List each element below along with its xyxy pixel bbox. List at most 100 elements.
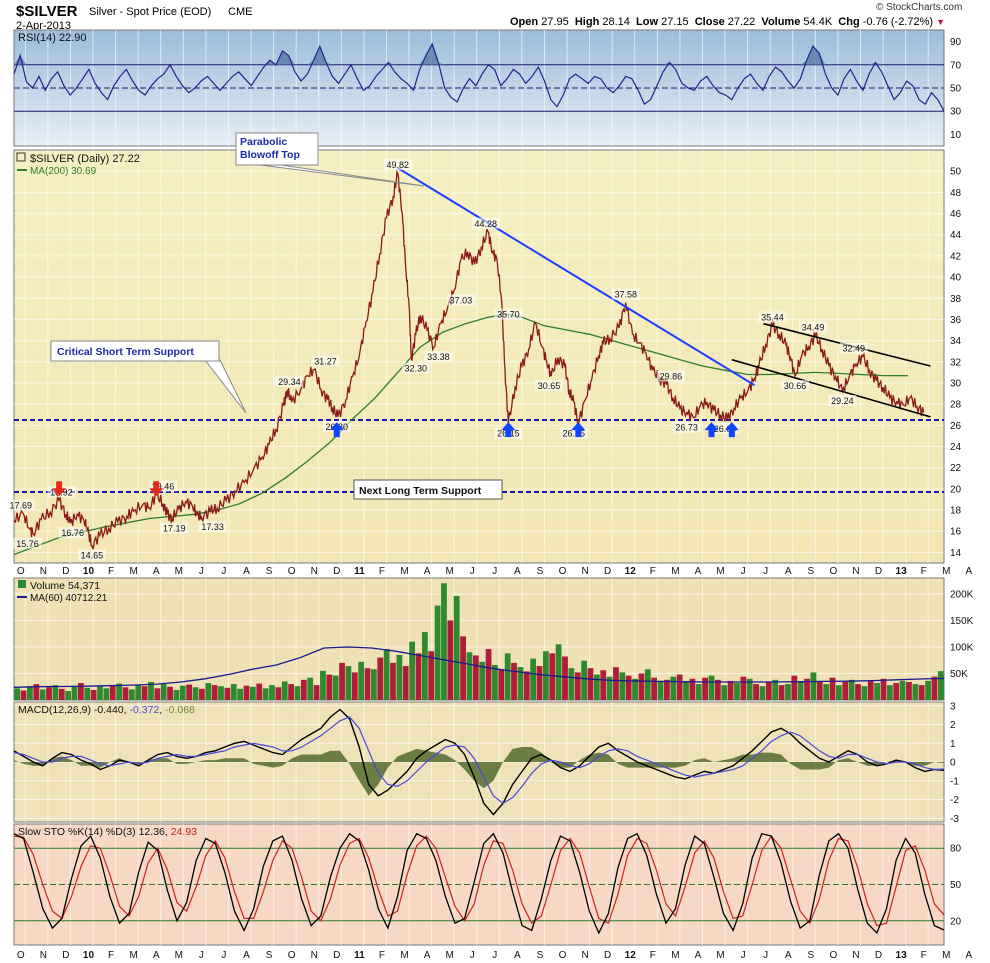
- volume-bar: [721, 685, 728, 700]
- stochastic-d-line: [13, 835, 945, 927]
- up-arrow-icon: [704, 422, 719, 438]
- volume-bar: [670, 676, 677, 700]
- volume-bar: [632, 678, 638, 700]
- y-tick-label: 10: [950, 130, 962, 141]
- y-tick-label: 16: [950, 527, 962, 538]
- y-tick-label: 200K: [950, 589, 974, 600]
- volume-bar: [485, 649, 492, 700]
- x-axis-tick: M: [129, 950, 137, 961]
- volume-legend: Volume 54,371: [30, 580, 100, 592]
- price-x-tick: S: [537, 566, 544, 577]
- volume-bar: [886, 685, 893, 700]
- data-label-bg: [828, 395, 857, 407]
- data-label-bg: [424, 351, 453, 363]
- volume-bar: [536, 666, 543, 700]
- price-x-tick: M: [175, 566, 183, 577]
- blowoff-annotation-text: Parabolic: [240, 136, 287, 148]
- rsi-panel: 10 30 50 70 90 RSI(14) 22.90: [13, 29, 974, 147]
- volume-bar: [351, 672, 358, 700]
- rsi-legend: RSI(14) 22.90: [18, 32, 86, 44]
- data-label-bg: [77, 549, 106, 561]
- price-x-tick: J: [763, 566, 768, 577]
- volume-bar: [587, 668, 594, 700]
- data-label-bg: [839, 342, 868, 354]
- volume-bar: [759, 686, 766, 700]
- volume-bar: [116, 683, 122, 700]
- volume-bar: [479, 661, 486, 700]
- x-axis-tick: 10: [83, 950, 95, 961]
- volume-bar: [402, 666, 409, 700]
- price-x-tick: N: [852, 566, 859, 577]
- histogram-value: -0.068: [165, 704, 195, 716]
- data-label: 26.73: [675, 423, 698, 433]
- y-tick-label: 28: [950, 400, 962, 411]
- volume-bar: [765, 681, 772, 700]
- data-label-bg: [471, 217, 500, 229]
- price-x-tick: 10: [83, 566, 95, 577]
- brand-label[interactable]: © StockCharts.com: [876, 2, 963, 13]
- down-arrow-icon: [52, 481, 67, 497]
- y-tick-label: 34: [950, 336, 962, 347]
- price-x-tick: F: [108, 566, 114, 577]
- volume-bar: [14, 688, 21, 700]
- change-label: Chg: [838, 16, 860, 28]
- volume-bar: [339, 662, 345, 700]
- volume-bar: [880, 678, 887, 700]
- chart-date: 2-Apr-2013: [16, 20, 72, 32]
- x-axis-tick: D: [333, 950, 340, 961]
- volume-bar: [364, 668, 371, 700]
- volume-bar: [148, 681, 154, 700]
- y-tick-label: 90: [950, 37, 962, 48]
- volume-bar: [326, 674, 333, 700]
- low-value: 27.15: [661, 16, 689, 28]
- data-label: 49.82: [386, 160, 409, 170]
- price-x-tick: A: [695, 566, 702, 577]
- volume-bar: [256, 683, 263, 700]
- price-x-tick: J: [470, 566, 475, 577]
- volume-bar: [606, 676, 613, 700]
- y-tick-label: 30: [950, 378, 962, 389]
- price-x-tick: 11: [354, 566, 365, 577]
- data-label: 17.19: [163, 524, 186, 534]
- x-axis-tick: D: [875, 950, 882, 961]
- blowoff-annotation-box: [235, 132, 319, 166]
- y-tick-label: 1: [950, 739, 956, 750]
- legend-separator: ,: [124, 704, 130, 716]
- x-axis-tick: O: [288, 950, 296, 961]
- x-axis: O N D 10 F M A M J J A S O N D 11 F M A M J J A S O N D 12 F M A M J J A S O…: [17, 950, 973, 961]
- up-arrow-icon: [501, 422, 516, 438]
- price-line: [13, 169, 925, 550]
- critical-support-box: [50, 340, 220, 362]
- change-value: -0.76 (-2.72%): [862, 16, 934, 28]
- close-label: Close: [694, 16, 725, 28]
- volume-bar: [619, 672, 626, 700]
- volume-bar: [517, 667, 524, 700]
- y-tick-label: 2: [950, 720, 956, 731]
- rsi-line: [13, 42, 945, 112]
- volume-bar: [804, 678, 810, 700]
- volume-bar: [937, 671, 944, 700]
- volume-legend-swatch: [18, 580, 26, 588]
- volume-bar: [428, 651, 435, 700]
- y-tick-label: 24: [950, 442, 962, 453]
- volume-bar: [218, 686, 224, 700]
- volume-bar: [294, 686, 301, 700]
- volume-bar: [97, 686, 103, 700]
- legend-separator: ,: [159, 704, 165, 716]
- volume-bar: [128, 689, 135, 700]
- x-axis-tick: A: [965, 950, 972, 961]
- y-tick-label: 18: [950, 506, 962, 517]
- data-label: 32.49: [842, 344, 865, 354]
- k-value: 12.36: [139, 826, 165, 838]
- x-axis-tick: M: [445, 950, 453, 961]
- volume-bar: [581, 660, 587, 700]
- data-label-bg: [672, 421, 701, 433]
- y-tick-label: 44: [950, 230, 962, 241]
- y-tick-label: 100K: [950, 642, 974, 653]
- legend-separator: ,: [165, 826, 171, 838]
- volume-bar: [230, 684, 237, 700]
- price-x-tick: J: [492, 566, 497, 577]
- price-x-tick: A: [514, 566, 521, 577]
- x-axis-tick: J: [492, 950, 497, 961]
- price-x-tick: A: [785, 566, 792, 577]
